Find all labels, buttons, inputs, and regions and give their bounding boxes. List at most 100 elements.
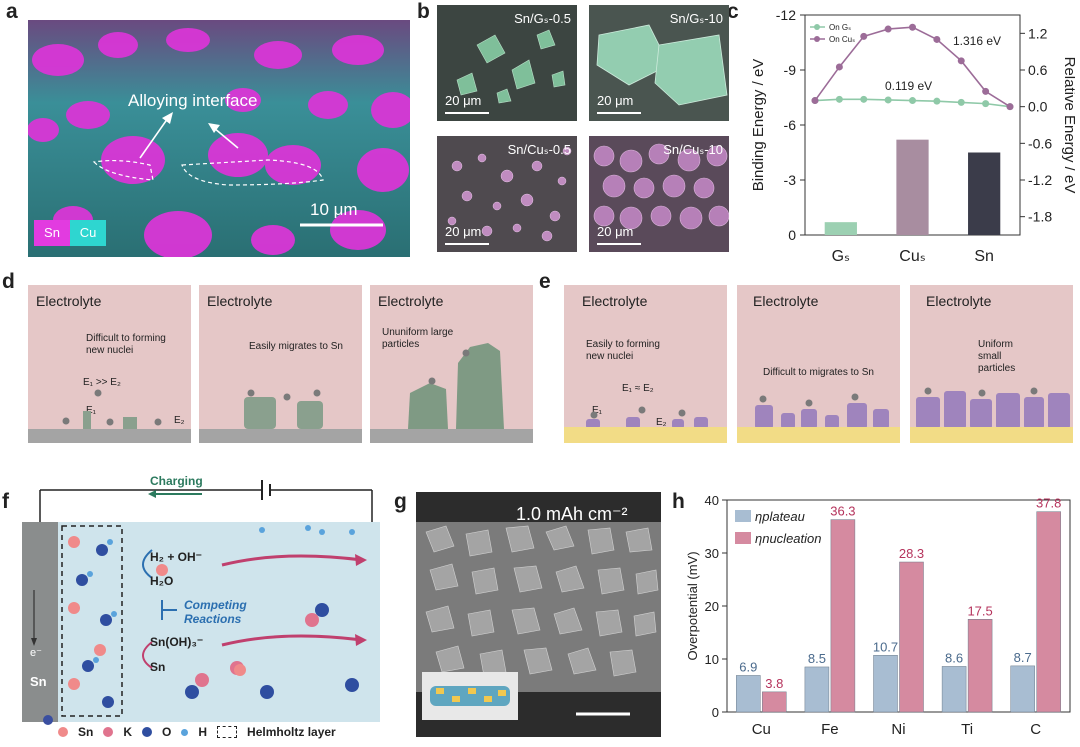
x-tick-label: Cu xyxy=(752,721,771,738)
bar xyxy=(736,675,761,713)
e1-label: E₁ xyxy=(592,405,603,416)
series-point xyxy=(884,96,892,104)
large-particles-sketch xyxy=(408,343,504,429)
y-tick-label: 20 xyxy=(705,599,719,614)
bar xyxy=(899,561,924,713)
diagram-d-box-1: Electrolyte Difficult to forming new nuc… xyxy=(28,285,191,443)
series-point xyxy=(909,23,916,31)
tile-label: Sn/Cuₛ-10 xyxy=(663,142,723,157)
reaction-h2: H₂ + OH⁻ xyxy=(150,550,203,564)
h-dot-icon xyxy=(181,728,189,736)
o-dot-icon xyxy=(142,727,153,737)
y-tick-label: 30 xyxy=(705,546,719,561)
box-note: Difficult to migrates to Sn xyxy=(763,367,874,378)
eds-map-picture xyxy=(28,20,410,257)
x-tick-label: Gₛ xyxy=(832,248,850,265)
reaction-sn: Sn xyxy=(150,660,166,674)
bar xyxy=(896,139,929,235)
diagram-e-box-2: Electrolyte Difficult to migrates to Sn xyxy=(737,285,900,443)
charging-label: Charging xyxy=(150,474,203,488)
box-title: Electrolyte xyxy=(926,293,992,309)
legend-entry: On Gₛ xyxy=(829,23,851,32)
legend-entry: ηnucleation xyxy=(755,531,822,546)
x-tick-label: Cuₛ xyxy=(899,248,925,265)
sem-picture xyxy=(589,136,729,252)
annotation-cus: 1.316 eV xyxy=(953,34,1001,48)
y2-tick-label: 0.6 xyxy=(1028,62,1048,78)
tile-scale: 20 μm xyxy=(597,224,634,239)
data-label: 28.3 xyxy=(899,546,924,561)
tile-scale: 20 μm xyxy=(445,224,482,239)
alloying-interface-label: Alloying interface xyxy=(128,91,258,110)
data-label: 3.8 xyxy=(765,676,783,691)
box-title: Electrolyte xyxy=(207,293,273,309)
energy-relation: E₁ ≈ E₂ xyxy=(622,383,654,394)
data-label: 8.7 xyxy=(1014,650,1032,665)
e1-label: E₁ xyxy=(86,405,97,416)
reaction-snoh3: Sn(OH)₃⁻ xyxy=(150,635,204,649)
legend-h: H xyxy=(198,725,208,739)
diagram-d-box-2: Electrolyte Easily migrates to Sn xyxy=(199,285,362,443)
diagram-d-box-3: Electrolyte Ununiform large particles xyxy=(370,285,533,443)
panel-f-schematic: Charging e⁻ Sn H₂ + OH⁻ H₂O Competing Re… xyxy=(22,470,382,740)
y-axis-label: Overpotential (mV) xyxy=(685,551,700,660)
sem-tile-sn-cus-10: Sn/Cuₛ-10 20 μm xyxy=(589,136,729,252)
chart-h-overpotential: 0 10 20 30 40 6.9 3.8 Cu 8.5 36.3 Fe 10.7 28.3 Ni 8.6 1… xyxy=(685,493,1071,738)
panel-label-g: g xyxy=(394,490,407,513)
x-tick-label: C xyxy=(1030,721,1041,738)
reaction-h2o: H₂O xyxy=(150,574,174,588)
migration-sketch xyxy=(244,389,323,429)
bar xyxy=(941,666,967,713)
x-tick-label: Sn xyxy=(974,248,994,265)
substrate xyxy=(910,427,1073,443)
series-point xyxy=(957,57,965,65)
series-point xyxy=(835,95,843,103)
y-axis-label: Binding Energy / eV xyxy=(750,59,767,192)
panel-label-b: b xyxy=(417,0,430,23)
legend-cu: Cu xyxy=(70,220,106,246)
panel-label-a: a xyxy=(6,0,18,23)
substrate xyxy=(28,429,191,443)
x-tick-label: Fe xyxy=(821,721,839,738)
sem-picture xyxy=(437,5,577,121)
electron-label: e⁻ xyxy=(30,647,42,659)
sem-tile-sn-gs-10: Sn/Gₛ-10 20 μm xyxy=(589,5,729,121)
series-point xyxy=(1006,103,1014,111)
bar xyxy=(762,691,787,713)
sem-tile-sn-cus-0-5: Sn/Cuₛ-0.5 20 μm xyxy=(437,136,577,252)
series-point xyxy=(860,32,868,40)
y2-axis-label: Relative Energy / eV xyxy=(1061,57,1075,194)
series-point xyxy=(982,100,990,108)
x-tick-label: Ti xyxy=(961,721,973,738)
legend-sn: Sn xyxy=(34,220,70,246)
substrate xyxy=(737,427,900,443)
substrate xyxy=(199,429,362,443)
y2-tick-label: -1.8 xyxy=(1028,209,1052,225)
legend-entry: On Cuₛ xyxy=(829,35,855,44)
diagram-e-box-3: Electrolyte Uniform small particles xyxy=(910,285,1073,443)
y2-tick-label: -1.2 xyxy=(1028,172,1052,188)
box-note: Difficult to forming new nuclei xyxy=(86,333,166,356)
panel-label-e: e xyxy=(539,270,551,293)
chart-c-binding-energy: -12 -9 -6 -3 0 1.2 0.6 0.0 -0.6 -1.2 -1.8 Gₛ Cuₛ Sn On… xyxy=(750,7,1075,265)
data-label: 17.5 xyxy=(967,603,992,618)
bar xyxy=(1036,511,1061,713)
sem-picture xyxy=(437,136,577,252)
bar xyxy=(873,655,898,713)
data-label: 37.8 xyxy=(1036,496,1061,511)
nucleation-sketch-e xyxy=(586,406,708,429)
box-note: Uniform small particles xyxy=(978,339,1016,374)
series-point xyxy=(811,97,819,105)
panel-label-d: d xyxy=(2,270,15,293)
bar xyxy=(830,519,856,713)
circuit-schematic xyxy=(22,480,380,725)
scale-bar-a: 10 μm xyxy=(310,200,358,219)
legend-marker xyxy=(814,24,820,30)
tile-label: Sn/Cuₛ-0.5 xyxy=(507,142,571,157)
panel-label-h: h xyxy=(672,490,685,513)
data-label: 10.7 xyxy=(873,639,898,654)
y-tick-label: 0 xyxy=(712,705,719,720)
series-point xyxy=(884,25,892,33)
k-dot-icon xyxy=(103,727,114,737)
series-point xyxy=(933,35,941,43)
